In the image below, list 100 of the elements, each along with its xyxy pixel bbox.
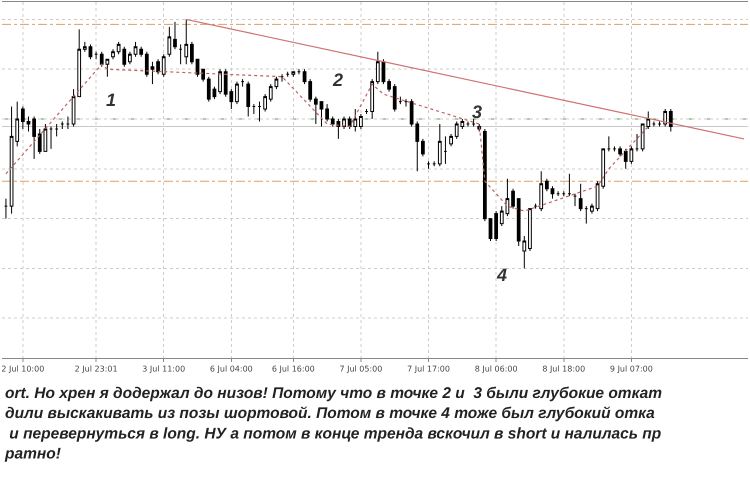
candlestick xyxy=(392,84,397,112)
candlestick xyxy=(235,81,239,105)
annotation: 4 xyxy=(496,265,508,285)
candlestick xyxy=(268,84,273,102)
candlestick xyxy=(274,76,278,90)
candlestick xyxy=(105,58,110,78)
candlestick xyxy=(240,78,244,88)
candlestick xyxy=(15,101,20,147)
candlestick xyxy=(421,138,425,157)
candlestick xyxy=(472,118,476,127)
candlestick xyxy=(640,123,645,152)
candlestick xyxy=(601,148,606,190)
candlestick xyxy=(370,78,374,120)
candlestick xyxy=(88,44,92,60)
candlestick xyxy=(635,133,639,152)
candlestick xyxy=(438,123,442,167)
candlestick xyxy=(584,206,588,224)
candlestick xyxy=(449,133,453,147)
candlestick xyxy=(410,98,414,127)
candlestick xyxy=(206,76,211,102)
candlestick xyxy=(539,170,544,212)
candlestick xyxy=(444,136,448,164)
candlestick xyxy=(44,123,48,152)
candlestick xyxy=(60,121,64,130)
candlestick xyxy=(20,106,25,130)
candlestick xyxy=(66,116,70,130)
candlestick xyxy=(460,118,464,130)
candlestick xyxy=(162,54,166,78)
candlestick xyxy=(82,41,87,52)
candlestick xyxy=(144,51,149,78)
candlestick xyxy=(658,121,662,127)
candlestick xyxy=(139,46,144,58)
candlestick xyxy=(612,146,616,152)
candlestick xyxy=(398,96,402,105)
candlestick xyxy=(297,68,301,75)
candlestick xyxy=(330,116,335,127)
candlestick xyxy=(466,121,470,127)
candlestick xyxy=(178,44,182,65)
candlestick xyxy=(280,74,284,82)
text: ort. Но хрен я додержал до низов! Потому что в точке 2 и 3 были глубокие откат дили выскакивать из позы шортовой. Потом в точке 4 тоже был глубокий отка и перевернуться в long. НУ а потом в конце тренда вскочил в short и налилась пр ратно! xyxy=(4,385,662,462)
candlestick xyxy=(252,104,256,115)
candlestick xyxy=(122,46,126,68)
candlestick xyxy=(376,51,380,85)
candlestick xyxy=(432,160,436,167)
candlestick xyxy=(167,26,172,58)
candlestick xyxy=(111,48,115,60)
x-tick-label: 9 Jul 07:00 xyxy=(610,364,653,374)
candlestick xyxy=(4,198,8,220)
candlestick xyxy=(454,121,459,140)
candlestick xyxy=(618,146,622,157)
candlestick xyxy=(116,41,121,55)
x-tick-label: 6 Jul 16:00 xyxy=(272,364,315,374)
candlestick xyxy=(624,148,628,170)
candlestick xyxy=(668,108,673,132)
candlestick xyxy=(544,178,549,192)
candlestick xyxy=(38,128,42,154)
candlestick xyxy=(629,146,634,164)
candlestick xyxy=(562,190,566,197)
candlestick xyxy=(263,94,268,112)
candlestick xyxy=(426,160,430,170)
candlestick xyxy=(528,208,532,252)
candlestick xyxy=(286,71,290,78)
candlestick xyxy=(652,121,656,127)
x-tick-label: 6 Jul 04:00 xyxy=(210,364,253,374)
candlestick xyxy=(229,88,234,110)
x-tick-label: 7 Jul 17:00 xyxy=(407,364,450,374)
annotation: 2 xyxy=(332,70,344,90)
candlestick xyxy=(568,173,572,197)
candlestick xyxy=(500,206,504,227)
candlestick xyxy=(494,210,498,242)
x-tick-label: 7 Jul 05:00 xyxy=(339,364,382,374)
candlestick xyxy=(54,123,59,137)
candlestick xyxy=(72,88,76,127)
candlestick xyxy=(606,136,611,152)
candlestick xyxy=(291,71,296,78)
candlestick xyxy=(302,68,306,85)
candlestick xyxy=(353,108,358,132)
candlestick xyxy=(173,21,177,50)
candlestick xyxy=(308,78,312,102)
candlestick xyxy=(10,106,14,214)
candlestick xyxy=(573,193,577,207)
candlestick xyxy=(646,111,650,130)
x-tick-label: 3 Jul 11:00 xyxy=(142,364,186,374)
candlestick xyxy=(550,186,554,200)
x-tick-label: 8 Jul 06:00 xyxy=(474,364,518,374)
candlestick xyxy=(258,101,262,122)
x-tick-label: 8 Jul 18:00 xyxy=(542,364,586,374)
candlestick xyxy=(49,126,53,150)
candlestick xyxy=(77,28,82,98)
candlestick xyxy=(556,190,560,197)
annotation: 3 xyxy=(472,102,482,122)
candlestick xyxy=(534,203,538,210)
candlestick xyxy=(516,198,521,246)
candlestick xyxy=(224,68,228,98)
candlestick xyxy=(578,183,583,212)
candlestick xyxy=(404,98,408,108)
candlestick xyxy=(246,81,250,118)
candlestick xyxy=(364,108,368,115)
candlestick xyxy=(94,51,98,60)
candlestick xyxy=(314,96,318,124)
